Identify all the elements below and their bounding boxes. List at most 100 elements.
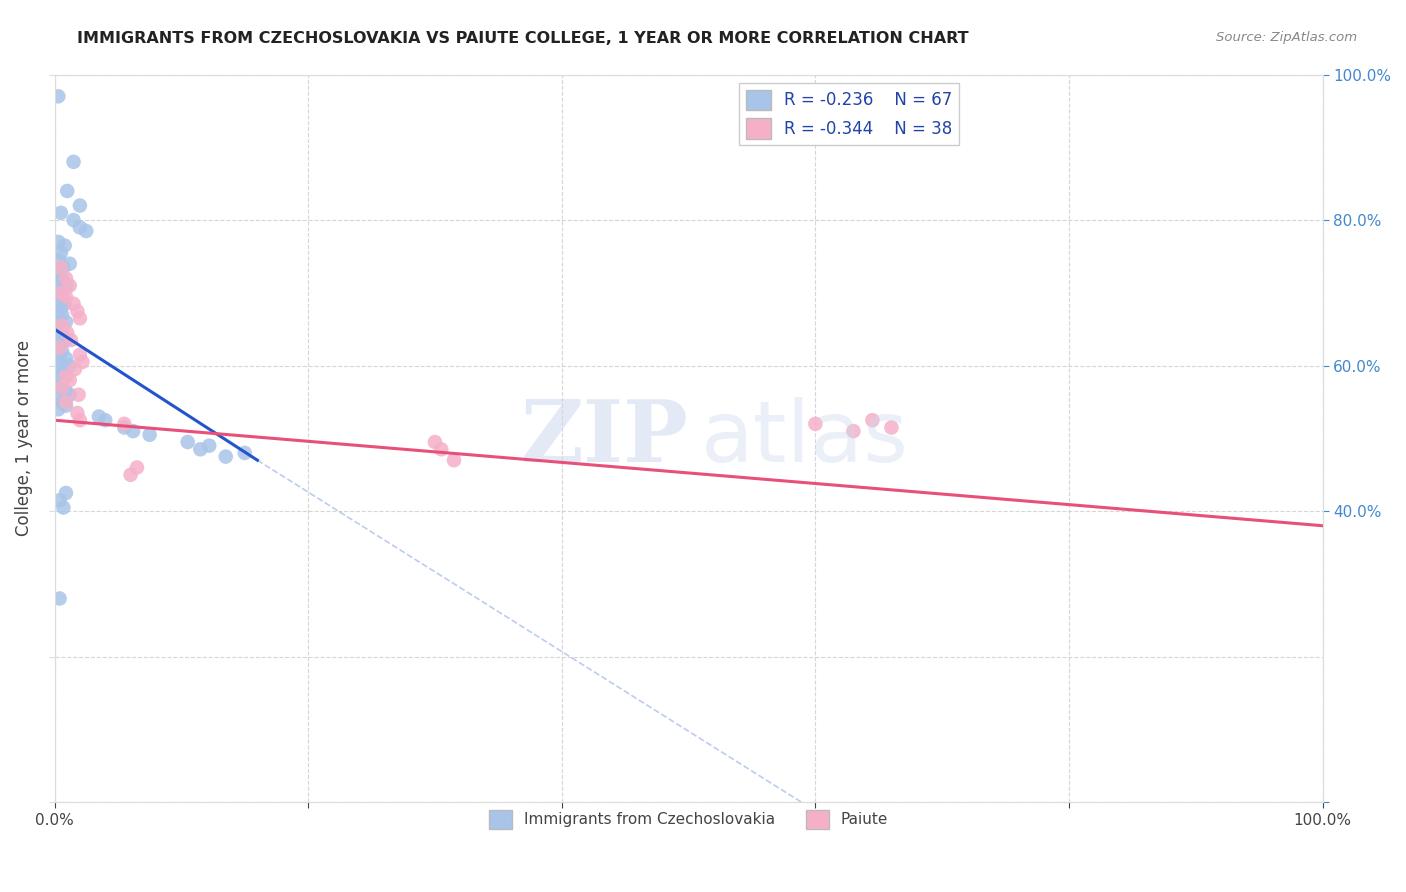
Point: [55, 369, 77, 384]
Point: [49, 318, 72, 333]
Y-axis label: College, 1 year or more: College, 1 year or more: [15, 341, 32, 536]
Point: [87, 409, 110, 424]
Point: [69, 348, 91, 362]
Point: [46, 268, 69, 282]
Point: [112, 417, 135, 431]
Point: [75, 224, 97, 238]
Point: [55, 289, 77, 303]
Point: [443, 453, 465, 467]
Point: [51, 271, 73, 285]
Point: [46, 373, 69, 387]
Point: [59, 388, 82, 402]
Point: [46, 235, 69, 249]
Point: [48, 275, 70, 289]
Point: [56, 278, 79, 293]
Text: atlas: atlas: [702, 397, 910, 480]
Point: [52, 260, 75, 275]
Point: [56, 326, 79, 340]
Point: [55, 271, 77, 285]
Point: [48, 340, 70, 354]
Point: [55, 486, 77, 500]
Point: [55, 369, 77, 384]
Point: [51, 308, 73, 322]
Point: [69, 311, 91, 326]
Point: [49, 245, 72, 260]
Point: [94, 413, 117, 427]
Point: [55, 333, 77, 347]
Point: [66, 406, 89, 420]
Point: [233, 446, 256, 460]
Point: [69, 198, 91, 212]
Point: [59, 359, 82, 373]
Point: [52, 500, 75, 515]
Point: [51, 289, 73, 303]
Point: [46, 362, 69, 376]
Point: [51, 395, 73, 409]
Point: [51, 318, 73, 333]
Point: [49, 285, 72, 300]
Point: [60, 333, 83, 347]
Point: [51, 380, 73, 394]
Point: [46, 311, 69, 326]
Text: ZIP: ZIP: [520, 396, 689, 481]
Point: [46, 402, 69, 417]
Point: [46, 340, 69, 354]
Point: [120, 467, 142, 482]
Point: [63, 362, 86, 376]
Point: [215, 450, 238, 464]
Point: [112, 420, 135, 434]
Point: [69, 220, 91, 235]
Point: [46, 348, 69, 362]
Point: [51, 326, 73, 340]
Text: Source: ZipAtlas.com: Source: ZipAtlas.com: [1216, 31, 1357, 45]
Point: [49, 260, 72, 275]
Point: [59, 257, 82, 271]
Point: [46, 293, 69, 307]
Point: [67, 388, 90, 402]
Point: [198, 439, 221, 453]
Point: [51, 376, 73, 391]
Point: [69, 413, 91, 427]
Point: [49, 206, 72, 220]
Point: [48, 493, 70, 508]
Point: [55, 315, 77, 329]
Point: [46, 380, 69, 394]
Point: [49, 301, 72, 315]
Point: [176, 435, 198, 450]
Point: [55, 399, 77, 413]
Point: [46, 322, 69, 336]
Point: [59, 373, 82, 387]
Legend: Immigrants from Czechoslovakia, Paiute: Immigrants from Czechoslovakia, Paiute: [482, 804, 894, 835]
Point: [49, 355, 72, 369]
Point: [62, 154, 84, 169]
Point: [51, 366, 73, 380]
Point: [66, 304, 89, 318]
Point: [46, 89, 69, 103]
Point: [430, 442, 453, 457]
Point: [125, 460, 148, 475]
Point: [59, 278, 82, 293]
Point: [72, 355, 94, 369]
Point: [880, 420, 903, 434]
Point: [49, 336, 72, 351]
Point: [55, 351, 77, 366]
Point: [842, 424, 865, 438]
Point: [46, 253, 69, 268]
Point: [62, 213, 84, 227]
Point: [48, 591, 70, 606]
Point: [62, 297, 84, 311]
Point: [55, 384, 77, 398]
Point: [46, 329, 69, 343]
Point: [804, 417, 827, 431]
Point: [46, 392, 69, 406]
Point: [55, 395, 77, 409]
Point: [46, 285, 69, 300]
Text: IMMIGRANTS FROM CZECHOSLOVAKIA VS PAIUTE COLLEGE, 1 YEAR OR MORE CORRELATION CHA: IMMIGRANTS FROM CZECHOSLOVAKIA VS PAIUTE…: [77, 31, 969, 46]
Point: [51, 344, 73, 359]
Point: [423, 435, 446, 450]
Point: [188, 442, 211, 457]
Point: [862, 413, 884, 427]
Point: [138, 427, 160, 442]
Point: [53, 297, 76, 311]
Point: [49, 282, 72, 296]
